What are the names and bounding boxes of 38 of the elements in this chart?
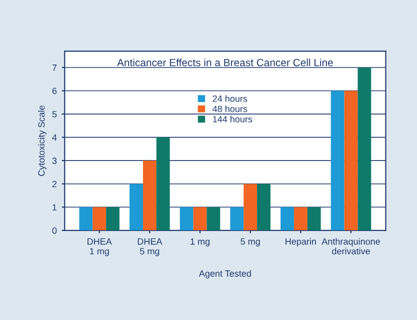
y-tick-label: 5 [52, 111, 57, 118]
x-tick-label: Heparin [286, 238, 316, 246]
bar [180, 207, 194, 230]
y-tick-label: 1 [52, 204, 57, 210]
bar [130, 184, 143, 230]
legend-label: 24 hours [212, 95, 248, 102]
y-tick-label: 6 [52, 88, 57, 94]
bar [142, 160, 156, 230]
bar [330, 90, 344, 230]
bar [106, 207, 120, 230]
text: Anticancer Effects in a Breast Cancer Cell Line [117, 58, 333, 66]
bar [230, 207, 244, 230]
x-tick-label: 1 mg [190, 238, 210, 246]
bar [294, 207, 308, 230]
x-tick-label: DHEA 5 mg [138, 238, 162, 256]
bar [244, 184, 258, 230]
bar [156, 137, 170, 230]
bar [307, 207, 321, 230]
bar [280, 207, 294, 230]
bar [92, 207, 106, 230]
x-tick-label: DHEA 1 mg [88, 238, 112, 256]
y-axis-title: Cytotoxicity Scale [38, 106, 46, 176]
legend-label: 48 hours [212, 105, 248, 112]
y-tick-label: 0 [52, 227, 57, 234]
bar [79, 207, 93, 230]
legend-label: 144 hours [213, 116, 252, 122]
y-tick-label: 2 [52, 180, 57, 188]
bar [193, 207, 207, 230]
y-tick-label: 7 [52, 64, 57, 71]
x-axis-title: Agent Tested [198, 270, 251, 278]
bar [344, 90, 358, 230]
bar [206, 207, 220, 230]
x-tick-label: Anthraquinone derivative [322, 238, 380, 254]
bar [358, 67, 372, 230]
y-tick-label: 4 [52, 134, 57, 141]
x-tick-label: 5 mg [240, 238, 260, 246]
y-tick-label: 3 [52, 158, 57, 164]
bar [257, 184, 270, 230]
